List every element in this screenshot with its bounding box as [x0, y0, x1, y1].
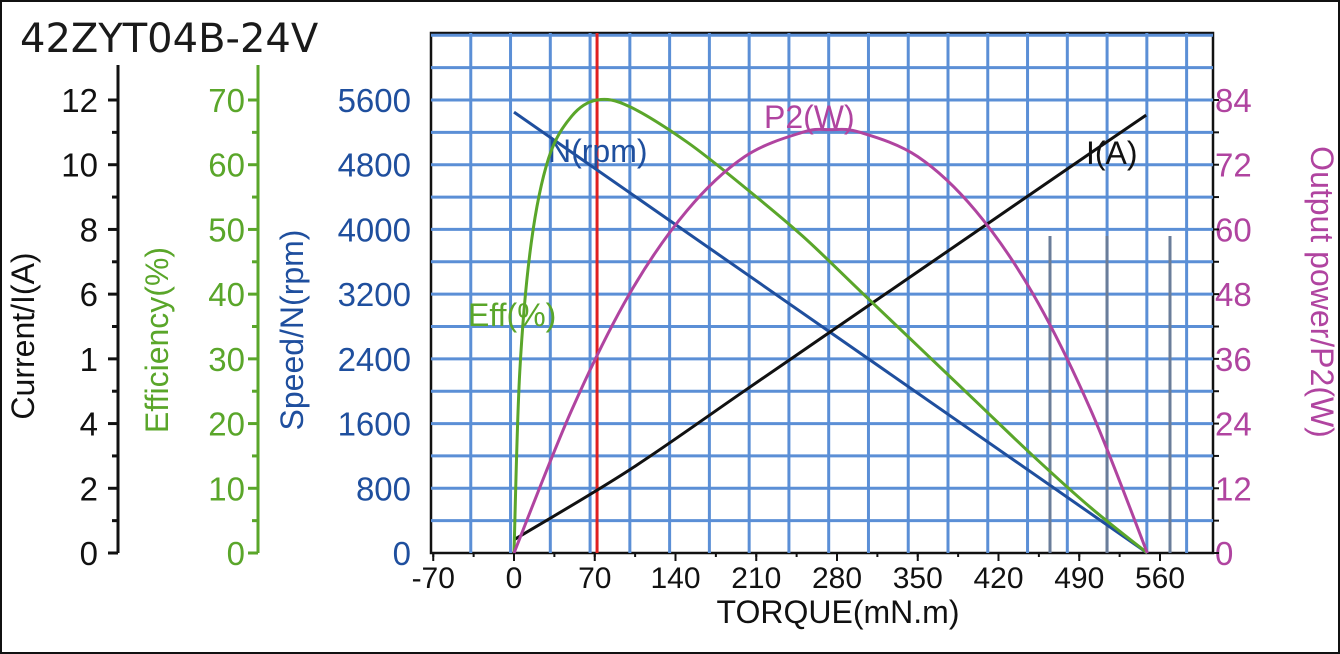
series-line-power	[512, 127, 1149, 554]
power-tick-label: 84	[1215, 82, 1252, 119]
efficiency-tick-label: 70	[208, 82, 245, 119]
current-tick-label: 8	[80, 211, 98, 248]
efficiency-axis-title: Efficiency(%)	[139, 247, 175, 433]
x-tick-label: 140	[650, 562, 700, 595]
power-tick-label: 60	[1215, 211, 1252, 248]
power-tick-label: 72	[1215, 147, 1252, 184]
efficiency-tick-label: 10	[208, 470, 245, 507]
current-tick-label: 10	[61, 147, 98, 184]
x-tick-label: 0	[506, 562, 523, 595]
speed-tick-label: 1600	[338, 406, 411, 443]
power-tick-label: 48	[1215, 276, 1252, 313]
power-tick-label: 0	[1215, 535, 1233, 572]
current-tick-label: 6	[80, 276, 98, 313]
power-tick-label: 24	[1215, 406, 1252, 443]
chart-marks: N(rpm) I(A) Eff(%) P2(W)	[468, 33, 1149, 555]
x-tick-label: 70	[578, 562, 611, 595]
power-tick-label: 36	[1215, 341, 1252, 378]
speed-tick-label: 800	[356, 470, 411, 507]
efficiency-tick-label: 50	[208, 211, 245, 248]
current-tick-label: 2	[80, 470, 98, 507]
series-label-speed: N(rpm)	[548, 133, 648, 169]
x-tick-label: 280	[812, 562, 862, 595]
speed-axis-title: Speed/N(rpm)	[274, 230, 310, 431]
current-axis-title: Current/I(A)	[5, 252, 41, 419]
series-label-current: I(A)	[1086, 135, 1138, 171]
chart-axes: -70 0 70 140 210 280 350 420 490 5600241681012Cur…	[5, 65, 1340, 595]
x-tick-label: -70	[412, 562, 455, 595]
series-label-power: P2(W)	[764, 99, 855, 135]
current-tick-label: 1	[80, 341, 98, 378]
speed-tick-label: 2400	[338, 341, 411, 378]
power-axis-title: Output power/P2(W)	[1304, 146, 1340, 438]
speed-tick-label: 4000	[338, 211, 411, 248]
efficiency-tick-label: 0	[227, 535, 245, 572]
efficiency-tick-label: 30	[208, 341, 245, 378]
series-line-current	[513, 113, 1148, 542]
x-tick-label: 560	[1135, 562, 1185, 595]
x-tick-label: 350	[893, 562, 943, 595]
x-tick-label: 420	[973, 562, 1023, 595]
x-axis-label: TORQUE(mN.m)	[717, 594, 960, 630]
current-tick-label: 12	[61, 82, 98, 119]
series-line-efficiency	[512, 97, 1149, 555]
x-tick-label: 210	[731, 562, 781, 595]
efficiency-tick-label: 20	[208, 406, 245, 443]
current-tick-label: 4	[80, 406, 98, 443]
power-tick-label: 12	[1215, 470, 1252, 507]
speed-tick-label: 4800	[338, 147, 411, 184]
speed-tick-label: 5600	[338, 82, 411, 119]
series-label-efficiency: Eff(%)	[468, 297, 556, 333]
plot-grid	[429, 31, 1215, 555]
chart-title: 42ZYT04B-24V	[20, 16, 319, 62]
efficiency-tick-label: 60	[208, 147, 245, 184]
speed-tick-label: 3200	[338, 276, 411, 313]
speed-tick-label: 0	[393, 535, 411, 572]
x-tick-label: 490	[1054, 562, 1104, 595]
efficiency-tick-label: 40	[208, 276, 245, 313]
current-tick-label: 0	[80, 535, 98, 572]
